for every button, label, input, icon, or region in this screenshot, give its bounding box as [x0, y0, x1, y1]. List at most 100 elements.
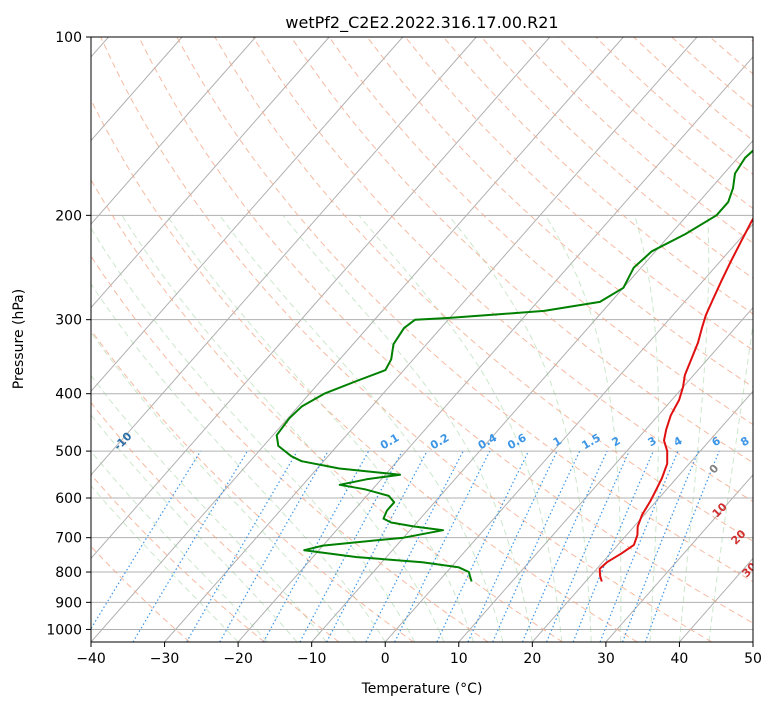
moist-adiabat-line — [282, 214, 533, 642]
mixing-ratio-label: 10 — [758, 432, 775, 451]
isotherm-gridline — [164, 37, 698, 642]
mixing-ratio-line — [622, 450, 700, 642]
mixing-ratio-line — [365, 450, 464, 642]
mixing-ratio-lines — [91, 450, 720, 642]
x-tick-label: 40 — [671, 651, 689, 667]
mixing-ratio-label: 8 — [738, 434, 751, 449]
moist-adiabat-line — [219, 215, 504, 642]
mixing-ratio-label: 1.5 — [580, 431, 603, 452]
y-tick-label: 900 — [55, 595, 82, 611]
dry-adiabat-label: -10 — [111, 429, 134, 452]
dry-adiabat-line — [91, 255, 489, 642]
dry-adiabat-line — [557, 37, 753, 210]
x-tick-label: 50 — [744, 651, 762, 667]
x-tick-label: 10 — [450, 651, 468, 667]
mixing-ratio-line — [326, 450, 428, 642]
mixing-ratio-label: 0.6 — [505, 431, 529, 452]
mixing-ratio-line — [599, 450, 679, 642]
moist-adiabat-label: 20 — [729, 527, 749, 547]
isotherm-gridline — [91, 37, 624, 642]
isotherm-gridline — [91, 37, 404, 392]
mixing-ratio-line — [299, 450, 403, 642]
dry-adiabat-line — [91, 329, 414, 642]
dry-adiabat-line — [91, 473, 265, 642]
x-axis-ticks: −40 −30 −20 −10 0 10 20 30 40 50 — [76, 642, 762, 667]
y-tick-label: 400 — [55, 387, 82, 403]
isotherm-gridline — [91, 37, 551, 560]
chart-title: wetPf2_C2E2.2022.316.17.00.R21 — [285, 13, 558, 33]
mixing-ratio-line — [436, 450, 530, 642]
isotherm-gridline — [752, 641, 753, 642]
moist-adiabat-line — [708, 320, 753, 642]
plot-area: -100-90-80-70-60-50-40-30-20-10010203040… — [24, 37, 775, 642]
mixing-ratio-label: 3 — [646, 434, 659, 449]
moist-adiabat-line — [358, 214, 563, 642]
mixing-ratio-line — [644, 450, 720, 642]
x-tick-label: 0 — [381, 651, 390, 667]
dry-adiabat-label: -20 — [24, 394, 47, 417]
isotherm-gridline — [458, 306, 753, 642]
moist-adiabat-line — [91, 485, 239, 642]
x-tick-label: −30 — [150, 651, 180, 667]
mixing-ratio-line — [219, 450, 329, 642]
isotherm-gridline — [679, 557, 753, 642]
moist-adiabat-line — [166, 215, 474, 642]
plot-frame — [90, 36, 754, 643]
mixing-ratio-line — [492, 450, 581, 642]
moist-adiabat-label: 40 — [756, 593, 775, 613]
x-tick-label: −20 — [223, 651, 253, 667]
dry-adiabat-line — [100, 37, 713, 642]
isotherm-gridline — [531, 390, 753, 642]
dry-adiabat-line — [91, 98, 638, 642]
isotherm-gridline — [237, 56, 753, 642]
dewpoint-profile — [275, 149, 753, 582]
y-tick-label: 500 — [55, 444, 82, 460]
mixing-ratio-label: 0.1 — [378, 431, 401, 452]
dry-adiabat-line — [91, 545, 191, 642]
isotherm-gridline — [91, 37, 183, 142]
moist-adiabats — [91, 214, 753, 642]
mixing-ratio-label: 0.4 — [476, 431, 500, 452]
y-tick-label: 100 — [55, 30, 82, 46]
mixing-ratio-line — [262, 450, 370, 642]
dry-adiabat-line — [747, 37, 753, 42]
moist-adiabat-line — [91, 374, 327, 642]
dry-adiabat-line — [709, 37, 753, 75]
dry-adiabat-line — [214, 37, 753, 542]
moist-adiabat-line — [91, 331, 357, 642]
mixing-ratio-label: 4 — [671, 434, 684, 449]
mixing-ratio-line — [186, 450, 298, 642]
moist-adiabat-label: 30 — [739, 560, 759, 580]
mixing-ratio-label: 0.2 — [428, 431, 451, 452]
x-tick-label: −10 — [297, 651, 327, 667]
mixing-ratio-line — [467, 450, 558, 642]
y-axis-ticks: 100 200 300 400 500 600 700 800 900 1000 — [46, 30, 91, 638]
moist-adiabat-line — [678, 215, 710, 642]
y-tick-label: 700 — [55, 531, 82, 547]
dry-adiabat-line — [138, 37, 753, 624]
sounding-profiles — [275, 149, 753, 582]
dry-adiabat-line — [176, 37, 753, 583]
dry-adiabat-line — [91, 401, 340, 642]
moist-adiabat-line — [91, 414, 298, 642]
dry-adiabat-line — [481, 37, 753, 279]
grid-layer — [91, 37, 753, 642]
y-tick-label: 300 — [55, 313, 82, 329]
moist-adiabat-line — [91, 282, 386, 642]
dry-adiabat-line — [519, 37, 753, 244]
isotherm-gridline — [384, 223, 753, 642]
y-tick-label: 200 — [55, 208, 82, 224]
mixing-ratio-line — [521, 450, 608, 642]
mixing-ratio-label: 2 — [610, 434, 623, 449]
dry-adiabat-line — [252, 37, 753, 503]
moist-adiabat-line — [91, 450, 268, 642]
moist-adiabat-line — [91, 227, 416, 642]
y-tick-label: 1000 — [46, 622, 82, 638]
x-tick-label: −40 — [76, 651, 106, 667]
dry-adiabat-line — [91, 178, 563, 642]
dry-adiabat-line — [290, 37, 753, 464]
isotherm-gridline — [91, 37, 477, 476]
dry-adiabat-line — [671, 37, 753, 108]
isotherm-gridline — [91, 37, 330, 309]
